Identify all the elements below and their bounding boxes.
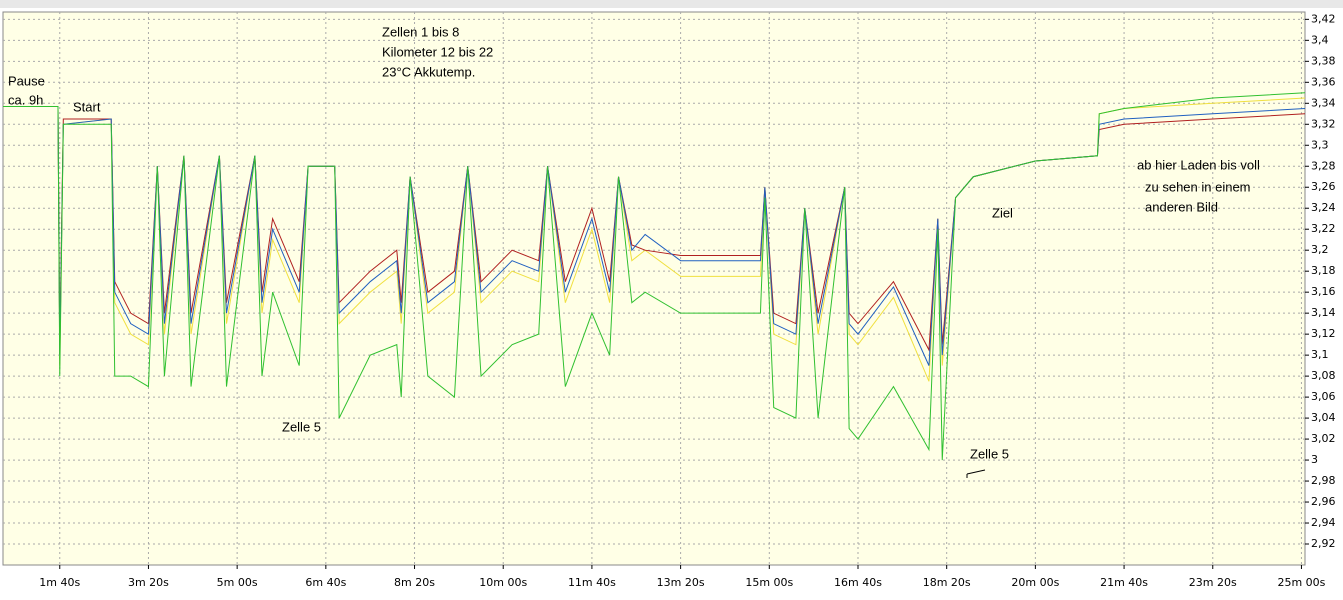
y-tick-label: 3,28: [1311, 159, 1336, 172]
y-tick-label: 3,42: [1311, 12, 1336, 25]
y-tick-label: 2,98: [1311, 474, 1336, 487]
y-tick-label: 3,04: [1311, 411, 1336, 424]
annotation: ca. 9h: [8, 92, 43, 107]
y-tick-label: 3,4: [1311, 33, 1329, 46]
top-bar: [0, 0, 1343, 8]
y-tick-label: 3,22: [1311, 222, 1336, 235]
x-tick-label: 11m 40s: [568, 576, 616, 589]
y-tick-label: 3,26: [1311, 180, 1336, 193]
x-tick-label: 6m 40s: [305, 576, 346, 589]
annotation: anderen Bild: [1145, 199, 1218, 214]
y-tick-label: 3,1: [1311, 348, 1329, 361]
y-tick-label: 3,18: [1311, 264, 1336, 277]
annotation: Zelle 5: [970, 446, 1009, 461]
series-line: [3, 105, 1306, 366]
x-tick-label: 15m 00s: [745, 576, 793, 589]
x-tick-label: 20m 00s: [1011, 576, 1059, 589]
y-tick-label: 3,16: [1311, 285, 1336, 298]
plot-area: [2, 11, 1306, 566]
annotation: Zellen 1 bis 8: [382, 24, 459, 39]
arrow: [966, 469, 986, 478]
y-tick-label: 3,06: [1311, 390, 1336, 403]
y-tick-label: 2,96: [1311, 495, 1336, 508]
y-tick-label: 3,2: [1311, 243, 1329, 256]
y-tick-label: 3,08: [1311, 369, 1336, 382]
y-tick-label: 3,38: [1311, 54, 1336, 67]
annotation: Kilometer 12 bis 22: [382, 44, 493, 59]
annotation: Zelle 5: [282, 419, 321, 434]
annotation: Pause: [8, 73, 45, 88]
annotation: zu sehen in einem: [1145, 179, 1251, 194]
annotation: Start: [73, 99, 101, 114]
x-tick-label: 18m 20s: [923, 576, 971, 589]
x-tick-label: 21m 40s: [1100, 576, 1148, 589]
x-tick-label: 23m 20s: [1189, 576, 1237, 589]
x-tick-label: 10m 00s: [479, 576, 527, 589]
y-tick-label: 3,32: [1311, 117, 1336, 130]
y-tick-label: 3,02: [1311, 432, 1336, 445]
y-tick-label: 3: [1311, 453, 1318, 466]
y-tick-label: 3,12: [1311, 327, 1336, 340]
x-tick-label: 8m 20s: [394, 576, 435, 589]
y-tick-label: 3,3: [1311, 138, 1329, 151]
x-tick-label: 5m 00s: [217, 576, 258, 589]
annotation: Ziel: [992, 205, 1013, 220]
annotation: ab hier Laden bis voll: [1137, 157, 1260, 172]
y-tick-label: 2,94: [1311, 516, 1336, 529]
annotation: 23°C Akkutemp.: [382, 64, 475, 79]
series-line: [3, 92, 1306, 461]
y-tick-label: 3,14: [1311, 306, 1336, 319]
x-tick-label: 3m 20s: [128, 576, 169, 589]
x-tick-label: 16m 40s: [834, 576, 882, 589]
y-tick-label: 3,24: [1311, 201, 1336, 214]
x-tick-label: 13m 20s: [657, 576, 705, 589]
x-tick-label: 1m 40s: [39, 576, 80, 589]
x-tick-label: 25m 00s: [1277, 576, 1325, 589]
y-tick-label: 2,92: [1311, 537, 1336, 550]
y-tick-label: 3,34: [1311, 96, 1336, 109]
y-tick-label: 3,36: [1311, 75, 1336, 88]
